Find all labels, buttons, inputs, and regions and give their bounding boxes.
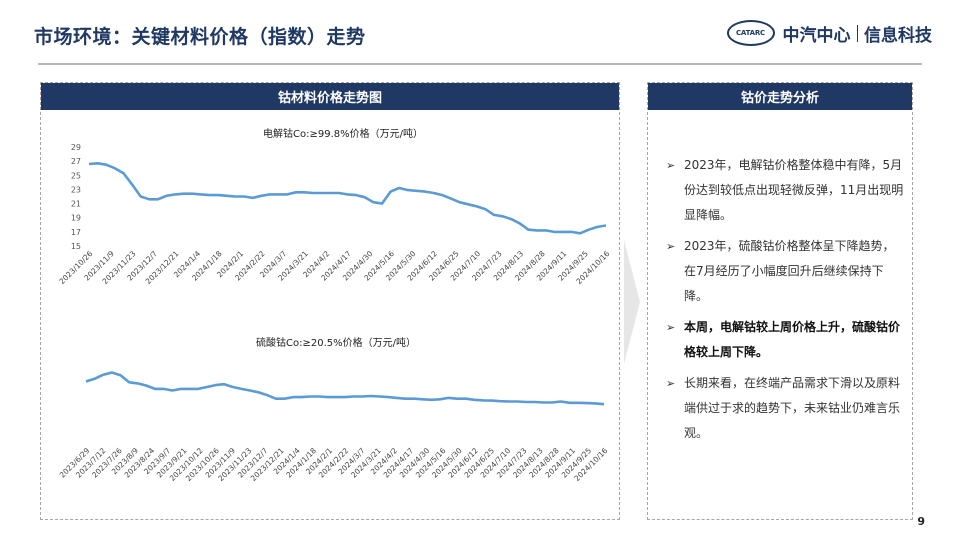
arrow-bullet-icon: ➢ bbox=[666, 377, 676, 390]
analysis-item: ➢ 2023年，电解钴价格整体稳中有降，5月份达到较低点出现轻微反弹，11月出现明… bbox=[666, 153, 904, 228]
arrow-bullet-icon: ➢ bbox=[666, 159, 676, 172]
y-tick-label: 15 bbox=[71, 242, 81, 251]
chart2-title: 硫酸钴Co:≥20.5%价格（万元/吨） bbox=[256, 338, 416, 349]
y-tick-label: 27 bbox=[71, 157, 81, 166]
header-divider bbox=[38, 63, 922, 65]
chart-panel: 钴材料价格走势图 电解钴Co:≥99.8%价格（万元/吨） 15 17 19 21 23… bbox=[40, 82, 620, 520]
analysis-panel-heading: 钴价走势分析 bbox=[648, 83, 912, 110]
y-tick-label: 25 bbox=[71, 171, 81, 180]
arrow-bullet-icon: ➢ bbox=[666, 240, 676, 253]
y-tick-label: 23 bbox=[71, 185, 81, 194]
company-logo: CATARC 中汽中心 信息科技 bbox=[726, 20, 932, 46]
page-title: 市场环境：关键材料价格（指数）走势 bbox=[34, 26, 366, 48]
price-series-line bbox=[88, 161, 607, 235]
price-series-line bbox=[85, 371, 605, 406]
page-number: 9 bbox=[917, 515, 925, 528]
y-tick-label: 19 bbox=[71, 214, 81, 223]
analysis-item: ➢ 长期来看，在终端产品需求下滑以及原料端供过于求的趋势下，未来钴业仍难言乐观。 bbox=[666, 371, 904, 446]
analysis-item-highlight: ➢ 本周，电解钴较上周价格上升，硫酸钴价格较上周下降。 bbox=[666, 315, 904, 365]
flow-arrow-icon bbox=[624, 240, 640, 364]
arrow-bullet-icon: ➢ bbox=[666, 321, 676, 334]
electrolytic-cobalt-chart: 15171921232527292023/10/262023/11/92023/… bbox=[57, 143, 611, 286]
analysis-panel: 钴价走势分析 ➢ 2023年，电解钴价格整体稳中有降，5月份达到较低点出现轻微反弹… bbox=[647, 82, 913, 520]
logo-unit: 信息科技 bbox=[864, 25, 932, 46]
chart-panel-heading: 钴材料价格走势图 bbox=[41, 83, 619, 110]
chart1-title: 电解钴Co:≥99.8%价格（万元/吨） bbox=[263, 129, 423, 140]
analysis-list: ➢ 2023年，电解钴价格整体稳中有降，5月份达到较低点出现轻微反弹，11月出现明… bbox=[666, 153, 904, 452]
cobalt-sulfate-chart: 2023/6/292023/7/122023/7/262023/8/92023/… bbox=[58, 371, 610, 483]
logo-separator bbox=[856, 24, 858, 42]
analysis-item: ➢ 2023年，硫酸钴价格整体呈下降趋势，在7月经历了小幅度回升后继续保持下降。 bbox=[666, 234, 904, 309]
y-tick-label: 21 bbox=[71, 200, 81, 209]
logo-name: 中汽中心 bbox=[782, 25, 851, 46]
catarc-logo-icon: CATARC bbox=[726, 20, 775, 46]
y-tick-label: 17 bbox=[71, 228, 81, 237]
y-tick-label: 29 bbox=[71, 143, 81, 152]
